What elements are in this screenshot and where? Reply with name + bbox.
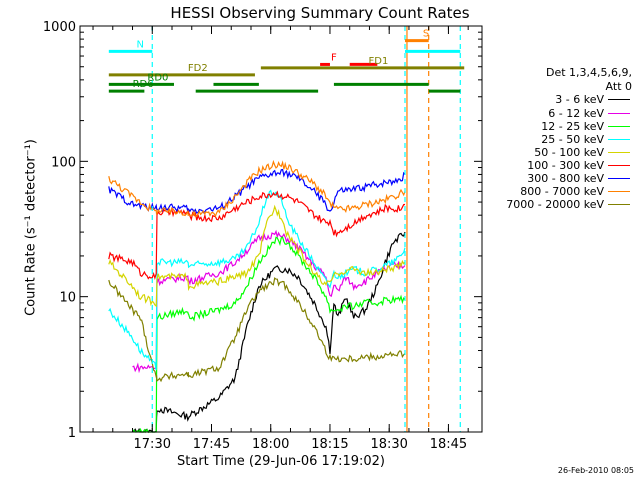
x-tick-label: 18:00 — [252, 437, 289, 452]
y-tick-label: 100 — [51, 155, 76, 170]
legend-swatch — [608, 113, 630, 114]
series-line-7 — [108, 168, 406, 214]
series-line-1 — [132, 231, 406, 434]
y-tick-label: 1 — [68, 426, 76, 441]
legend-swatch — [608, 178, 630, 179]
legend-header-detectors: Det 1,3,4,5,6,9, — [545, 66, 632, 79]
legend-label: 100 - 300 keV — [527, 159, 604, 172]
state-label-fd1: FD1 — [369, 56, 389, 67]
legend-swatch — [608, 152, 630, 153]
legend-item: 3 - 6 keV — [490, 93, 632, 107]
series-line-5 — [108, 204, 406, 308]
x-tick-label: 18:45 — [430, 437, 467, 452]
x-axis-label: Start Time (29-Jun-06 17:19:02) — [177, 454, 385, 469]
legend-swatch — [608, 126, 630, 127]
legend-item: 50 - 100 keV — [490, 146, 632, 160]
legend-item: 6 - 12 keV — [490, 107, 632, 121]
series-line-8 — [108, 159, 406, 218]
x-tick-label: 18:15 — [311, 437, 348, 452]
legend-swatch — [608, 165, 630, 166]
legend-header-attenuator: Att 0 — [605, 80, 632, 93]
series-line-3 — [132, 236, 406, 434]
legend-swatch — [608, 204, 630, 205]
state-label-f: F — [331, 52, 337, 63]
legend-item: 300 - 800 keV — [490, 172, 632, 186]
legend-label: 3 - 6 keV — [555, 93, 604, 106]
y-axis-label: Count Rate (s⁻¹ detector⁻¹) — [23, 139, 39, 316]
state-label-n: N — [137, 39, 144, 50]
x-tick-label: 18:30 — [370, 437, 407, 452]
legend-item: 12 - 25 keV — [490, 120, 632, 134]
series-line-9 — [108, 277, 406, 383]
legend-item: 25 - 50 keV — [490, 133, 632, 147]
x-tick-label: 17:30 — [134, 437, 171, 452]
series-line-4 — [108, 189, 406, 371]
x-tick-label: 17:45 — [193, 437, 230, 452]
legend-swatch — [608, 99, 630, 100]
chart-title: HESSI Observing Summary Count Rates — [170, 4, 470, 22]
legend-label: 6 - 12 keV — [548, 107, 604, 120]
legend-label: 7000 - 20000 keV — [506, 198, 604, 211]
state-label-fd2: FD2 — [188, 63, 208, 74]
series-line-2 — [132, 229, 406, 374]
state-label-rd0: RD0 — [147, 72, 168, 83]
plot-frame — [79, 25, 483, 433]
legend-label: 800 - 7000 keV — [520, 185, 604, 198]
state-label-rd6: RD6 — [133, 79, 154, 90]
series-line-6 — [108, 190, 406, 281]
legend-label: 50 - 100 keV — [534, 146, 604, 159]
legend-item: 100 - 300 keV — [490, 159, 632, 173]
legend-item: 7000 - 20000 keV — [490, 198, 632, 212]
legend-label: 300 - 800 keV — [527, 172, 604, 185]
footer-timestamp: 26-Feb-2010 08:05 — [557, 466, 634, 475]
state-label-s: S — [423, 29, 429, 40]
legend-label: 25 - 50 keV — [541, 133, 604, 146]
legend-label: 12 - 25 keV — [541, 120, 604, 133]
y-tick-label: 10 — [59, 291, 76, 306]
y-tick-label: 1000 — [43, 20, 76, 35]
legend-item: 800 - 7000 keV — [490, 185, 632, 199]
legend-swatch — [608, 191, 630, 192]
legend-swatch — [608, 139, 630, 140]
